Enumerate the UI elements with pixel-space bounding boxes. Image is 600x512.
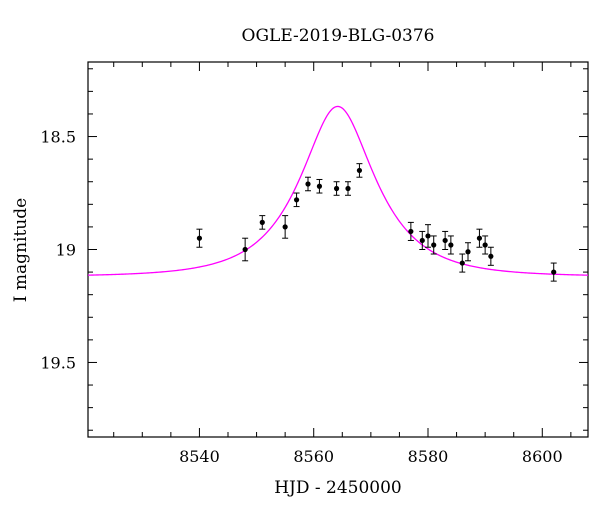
data-point bbox=[442, 230, 449, 250]
x-tick-label: 8580 bbox=[408, 447, 449, 466]
data-marker bbox=[465, 249, 471, 255]
data-point bbox=[419, 230, 426, 250]
data-point bbox=[293, 192, 300, 208]
y-tick-label: 18.5 bbox=[40, 128, 76, 147]
data-point bbox=[465, 242, 471, 262]
data-marker bbox=[259, 219, 265, 225]
x-axis-label: HJD - 2450000 bbox=[274, 478, 402, 498]
y-tick-label: 19 bbox=[56, 241, 76, 260]
data-point bbox=[242, 237, 249, 262]
data-marker bbox=[431, 242, 437, 248]
data-point bbox=[487, 246, 494, 266]
data-marker bbox=[488, 253, 494, 259]
x-tick-label: 8560 bbox=[293, 447, 334, 466]
data-marker bbox=[476, 235, 483, 241]
data-point bbox=[345, 181, 351, 196]
data-marker bbox=[242, 246, 248, 253]
data-marker bbox=[419, 237, 425, 244]
model-line bbox=[87, 105, 589, 276]
data-point bbox=[196, 228, 203, 248]
data-marker bbox=[333, 185, 340, 192]
data-point bbox=[259, 215, 266, 230]
data-point bbox=[282, 215, 289, 239]
data-marker bbox=[448, 242, 454, 248]
data-marker bbox=[196, 235, 203, 241]
x-tick-label: 8600 bbox=[522, 447, 563, 466]
data-point bbox=[447, 235, 454, 255]
data-point bbox=[459, 253, 466, 273]
data-point bbox=[407, 221, 414, 241]
model-curve bbox=[87, 105, 589, 276]
data-marker bbox=[408, 228, 414, 235]
axis-ticks bbox=[88, 62, 588, 437]
data-marker bbox=[305, 181, 311, 187]
data-marker bbox=[482, 242, 488, 248]
data-point bbox=[476, 228, 483, 248]
tick-labels: 8540 8560 8580 8600 18.5 19 19.5 bbox=[40, 128, 562, 466]
data-marker bbox=[356, 167, 363, 174]
data-points bbox=[196, 163, 557, 282]
plot-border bbox=[87, 61, 589, 438]
data-marker bbox=[551, 269, 557, 275]
data-point bbox=[356, 163, 363, 178]
data-point bbox=[430, 235, 437, 255]
chart-title: OGLE-2019-BLG-0376 bbox=[242, 26, 435, 46]
data-marker bbox=[345, 185, 351, 192]
data-point bbox=[425, 224, 431, 248]
data-point bbox=[316, 178, 323, 194]
data-marker bbox=[442, 237, 448, 244]
data-marker bbox=[459, 260, 465, 266]
data-point bbox=[333, 181, 340, 196]
y-axis-label: I magnitude bbox=[11, 198, 31, 302]
data-point bbox=[305, 176, 311, 192]
data-marker bbox=[316, 183, 323, 189]
x-tick-label: 8540 bbox=[179, 447, 220, 466]
y-tick-label: 19.5 bbox=[40, 353, 76, 372]
data-marker bbox=[282, 224, 288, 230]
data-marker bbox=[425, 233, 431, 239]
data-point bbox=[550, 262, 557, 282]
data-point bbox=[482, 235, 489, 255]
plot-frame bbox=[87, 61, 589, 438]
data-marker bbox=[293, 197, 300, 203]
